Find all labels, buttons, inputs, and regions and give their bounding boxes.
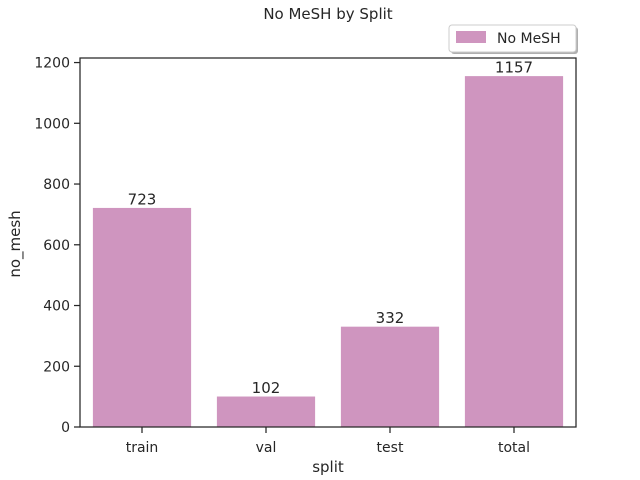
y-tick-label-400: 400 (43, 299, 70, 315)
data-labels-layer: 723 102 332 1157 (128, 59, 533, 397)
chart-title: No MeSH by Split (263, 5, 392, 23)
bar-train (91, 206, 193, 428)
y-tick-label-600: 600 (43, 238, 70, 254)
y-tick-label-1000: 1000 (34, 116, 70, 132)
y-tick-label-0: 0 (61, 420, 70, 436)
y-axis: 0 200 400 600 800 1000 1200 (34, 56, 80, 436)
y-tick-label-200: 200 (43, 359, 70, 375)
legend-label: No MeSH (497, 31, 561, 47)
data-label-total: 1157 (495, 59, 533, 77)
x-tick-label-total: total (498, 440, 530, 456)
y-axis-label: no_mesh (6, 210, 25, 277)
axes-frame (79, 57, 577, 428)
x-axis: train val test total (126, 427, 530, 456)
data-label-train: 723 (128, 190, 157, 208)
y-tick-label-800: 800 (43, 177, 70, 193)
legend-swatch (456, 31, 486, 43)
bar-total (463, 75, 565, 428)
bar-test (339, 325, 441, 428)
bars-layer (91, 75, 565, 428)
bar-val (215, 395, 317, 428)
x-tick-label-train: train (126, 440, 159, 456)
data-label-test: 332 (376, 309, 405, 327)
y-tick-label-1200: 1200 (34, 56, 70, 72)
x-tick-label-test: test (377, 440, 404, 456)
x-axis-label: split (312, 458, 344, 476)
data-label-val: 102 (252, 379, 281, 397)
legend: No MeSH (448, 24, 578, 54)
x-tick-label-val: val (256, 440, 277, 456)
